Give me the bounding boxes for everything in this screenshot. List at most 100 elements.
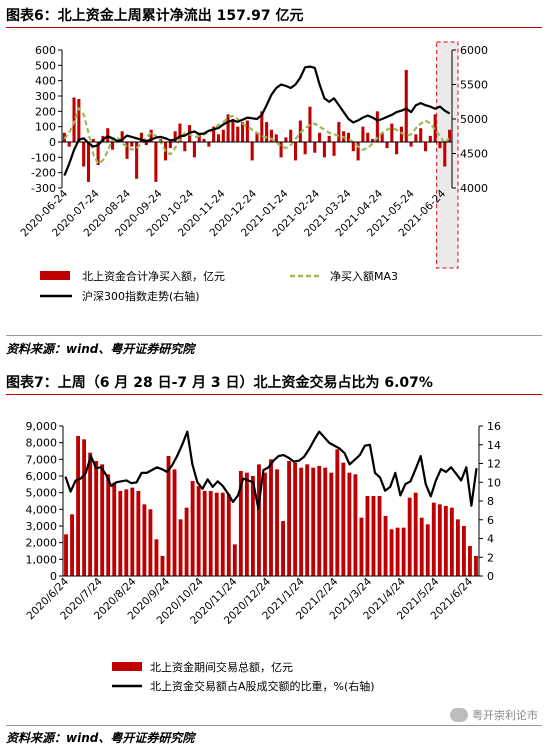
data-bar xyxy=(91,138,95,142)
data-bar xyxy=(449,507,454,576)
data-bar xyxy=(72,97,76,142)
data-bar xyxy=(269,459,273,576)
data-bar xyxy=(380,132,384,142)
data-bar xyxy=(130,487,135,576)
last-week-highlight xyxy=(435,41,459,269)
data-bar xyxy=(136,491,141,576)
data-bar xyxy=(168,142,172,149)
data-bar xyxy=(190,481,195,576)
data-bar xyxy=(353,474,358,576)
right-tick-label: 6 xyxy=(487,514,494,527)
data-bar xyxy=(425,524,430,576)
data-bar xyxy=(303,142,307,155)
left-tick-label: 200 xyxy=(35,105,56,118)
data-bar xyxy=(413,492,418,576)
data-bar xyxy=(461,526,466,576)
right-tick-label: 8 xyxy=(487,495,494,508)
data-bar xyxy=(173,131,177,142)
index-line xyxy=(63,65,451,177)
data-bar xyxy=(88,452,93,576)
data-bar xyxy=(287,461,292,576)
data-bar xyxy=(149,129,153,142)
left-tick-label: 0 xyxy=(50,570,57,583)
figure6-source: 资料来源：wind、粤开证券研究院 xyxy=(6,342,195,356)
right-tick-label: 2 xyxy=(487,551,494,564)
right-tick-label: 14 xyxy=(487,439,501,452)
left-tick-label: 3,000 xyxy=(26,520,58,533)
left-tick-label: 4,000 xyxy=(26,503,58,516)
data-bar xyxy=(431,502,436,576)
data-bar xyxy=(351,142,355,152)
data-bar xyxy=(112,482,117,576)
right-tick-label: 12 xyxy=(487,458,501,471)
data-bar xyxy=(311,467,316,576)
data-bar xyxy=(226,114,230,142)
data-bar xyxy=(77,99,81,142)
legend-swatch-netbuy xyxy=(40,271,70,280)
data-bar xyxy=(390,123,394,142)
data-bar xyxy=(106,474,111,576)
data-bar xyxy=(231,119,235,142)
data-bar xyxy=(395,527,400,576)
data-bar xyxy=(100,464,105,576)
data-bar xyxy=(322,142,326,158)
data-bar xyxy=(124,489,129,576)
data-bar xyxy=(305,464,310,576)
data-bar xyxy=(255,132,259,142)
right-tick-label: 0 xyxy=(487,570,494,583)
data-bar xyxy=(366,132,370,142)
data-bar xyxy=(120,131,124,142)
data-bar xyxy=(67,142,71,147)
data-bar xyxy=(293,142,298,161)
data-bar xyxy=(274,134,278,142)
figure7-source: 资料来源：wind、粤开证券研究院 xyxy=(6,731,195,745)
data-bar xyxy=(346,132,351,142)
right-tick-label: 4 xyxy=(487,533,494,546)
data-bar xyxy=(404,69,408,142)
data-bar xyxy=(86,142,91,182)
left-tick-label: 2,000 xyxy=(26,537,58,550)
figure7-title: 图表7：上周（6 月 28 日-7 月 3 日）北上资金交易占比为 6.07% xyxy=(6,375,433,391)
left-tick-label: 1,000 xyxy=(26,553,58,566)
data-bar xyxy=(96,142,100,165)
data-bar xyxy=(335,449,340,576)
data-bar xyxy=(361,126,365,142)
data-bar xyxy=(220,492,225,576)
data-bar xyxy=(359,517,364,576)
data-bar xyxy=(327,135,331,142)
data-bar xyxy=(202,138,206,142)
data-bar xyxy=(232,544,237,576)
figure7-title-rule xyxy=(6,394,542,395)
data-bar xyxy=(284,137,288,142)
data-bar xyxy=(281,521,285,576)
data-bar xyxy=(64,534,68,576)
ma3-line xyxy=(63,107,451,165)
data-bar xyxy=(178,519,183,576)
figure6-title-rule xyxy=(6,27,542,28)
data-bar xyxy=(329,472,334,576)
data-bar xyxy=(216,134,221,142)
data-bar xyxy=(318,132,322,142)
data-bar xyxy=(365,496,370,576)
data-bar xyxy=(70,514,74,576)
data-bar xyxy=(265,122,269,142)
figure7-chart: 0 1,000 2,000 3,000 4,000 5,000 6,000 7,000 8,00… xyxy=(25,420,501,693)
right-tick-label: 10 xyxy=(487,476,501,489)
data-bar xyxy=(289,129,293,142)
data-bar xyxy=(399,126,403,142)
wechat-icon xyxy=(450,708,468,722)
data-bar xyxy=(212,126,216,142)
data-bar xyxy=(130,142,134,147)
data-bar xyxy=(468,546,472,576)
data-bar xyxy=(443,142,447,167)
figure6-title: 图表6：北上资金上周累计净流出 157.97 亿元 xyxy=(6,8,304,24)
legend-swatch-turnover xyxy=(112,662,142,671)
data-bar xyxy=(178,123,182,142)
data-bar xyxy=(207,142,211,147)
data-bar xyxy=(183,142,187,152)
data-bar xyxy=(279,142,283,158)
figure7-source-rule xyxy=(6,725,542,726)
data-bar xyxy=(226,494,231,576)
data-bar xyxy=(154,142,158,182)
data-bar xyxy=(192,142,196,158)
